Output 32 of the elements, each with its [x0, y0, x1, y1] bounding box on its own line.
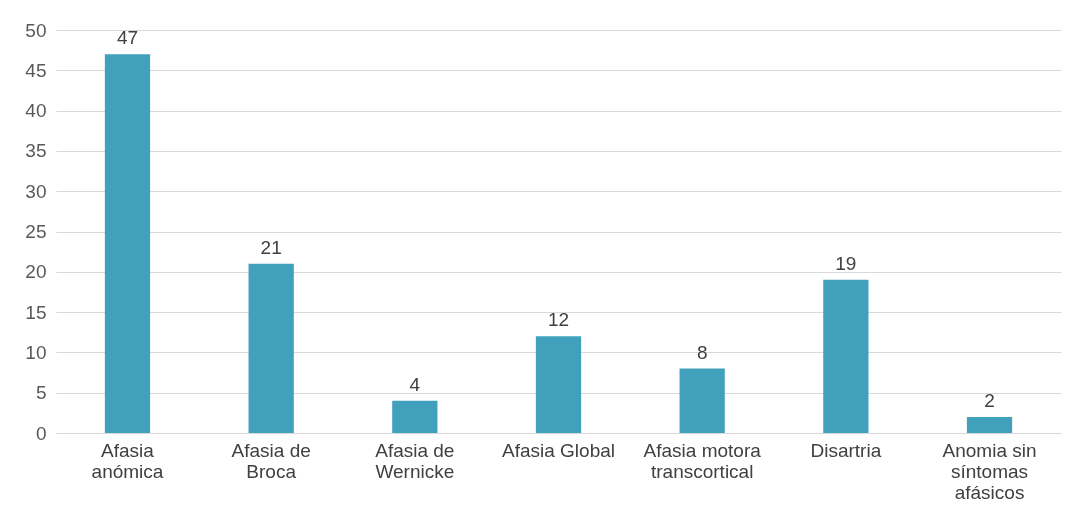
y-tick-label: 0 [35, 422, 47, 444]
data-label: 2 [984, 389, 995, 411]
x-tick-label: Afasia de Broca [231, 439, 311, 482]
data-label: 8 [696, 341, 708, 363]
y-tick-label: 15 [25, 301, 47, 323]
y-tick-label: 40 [25, 100, 47, 122]
y-tick-label: 45 [25, 59, 47, 81]
bar [248, 263, 294, 433]
x-tick-label: Afasia de Wernicke [375, 439, 455, 482]
data-label: 19 [835, 252, 857, 274]
x-tick-label: Afasia Global [501, 439, 616, 461]
bar [679, 368, 725, 433]
data-label: 47 [116, 27, 139, 49]
x-tick-label: Afasia anómica [91, 439, 164, 482]
y-tick-label: 30 [25, 180, 47, 202]
bar [823, 279, 869, 433]
bar [535, 336, 582, 433]
y-tick-label: 35 [25, 140, 47, 162]
bar [966, 416, 1013, 433]
data-label: 21 [260, 236, 282, 258]
data-label: 12 [547, 309, 570, 331]
bar [392, 400, 438, 433]
y-tick-label: 5 [35, 382, 47, 404]
data-label: 4 [409, 373, 421, 395]
y-tick-label: 25 [25, 221, 47, 242]
y-tick-label: 50 [25, 19, 47, 41]
y-tick-label: 10 [25, 341, 47, 363]
x-tick-label: Disartria [810, 439, 882, 461]
x-tick-label: Anomia sin síntomas afásicos [942, 439, 1037, 503]
bar [104, 54, 151, 433]
x-tick-label: Afasia motora transcortical [643, 439, 762, 482]
y-tick-label: 20 [25, 261, 47, 283]
